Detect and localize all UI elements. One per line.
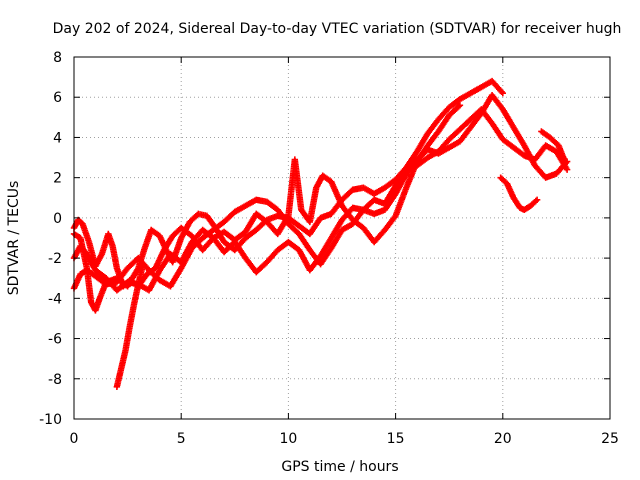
data-point-fill <box>77 218 84 226</box>
data-point-fill <box>229 210 236 218</box>
data-point-fill <box>455 103 462 110</box>
data-point-fill <box>454 104 461 111</box>
grid-lines <box>74 57 610 419</box>
data-point-fill <box>531 199 538 206</box>
data-point-fill <box>561 156 568 164</box>
y-tick-label: -10 <box>39 412 62 428</box>
data-point-fill <box>498 88 505 96</box>
data-point-fill <box>532 197 540 205</box>
data-point-fill <box>563 164 570 172</box>
x-axis-title: GPS time / hours <box>281 459 398 475</box>
data-point-fill <box>293 228 300 235</box>
y-tick-label: -8 <box>48 372 62 388</box>
x-tick-label: 10 <box>279 431 297 447</box>
y-tick-label: -2 <box>48 251 62 267</box>
series-trace-7 <box>538 128 569 165</box>
y-tick-label: -6 <box>48 332 62 348</box>
data-point-fill <box>501 178 508 185</box>
y-tick-label: 2 <box>53 171 62 187</box>
x-tick-label: 0 <box>70 431 79 447</box>
y-tick-label: 6 <box>53 90 62 106</box>
x-tick-label: 5 <box>177 431 186 447</box>
data-point-fill <box>74 233 82 240</box>
data-point-fill <box>113 263 120 270</box>
data-point-fill <box>95 296 103 304</box>
data-point-fill <box>454 128 461 135</box>
data-point-fill <box>347 188 354 196</box>
y-tick-label: -4 <box>48 291 62 307</box>
series-trace-6 <box>497 174 541 214</box>
data-point-fill <box>402 186 409 193</box>
y-tick-label: 0 <box>53 211 62 227</box>
data-point-fill <box>87 297 95 304</box>
data-point-fill <box>141 246 148 253</box>
data-point-fill <box>123 279 131 286</box>
data-point-fill <box>297 204 305 212</box>
data-point-fill <box>524 204 532 211</box>
series-trace-4 <box>70 102 464 290</box>
y-tick-label: 4 <box>53 130 62 146</box>
data-point-fill <box>192 212 200 220</box>
x-tick-label: 15 <box>387 431 405 447</box>
plot-frame <box>73 56 611 420</box>
x-tick-label: 20 <box>494 431 512 447</box>
data-point-fill <box>465 118 472 125</box>
data-point-fill <box>368 198 375 206</box>
axis-ticks: 0 5 10 15 20 25 -10 -8 -6 -4 -2 0 2 4 6 8 <box>39 50 619 447</box>
series-trace-5 <box>113 262 146 391</box>
data-point-fill <box>261 261 268 268</box>
data-point-fill <box>552 139 560 147</box>
x-tick-label: 25 <box>601 431 619 447</box>
data-point-fill <box>108 241 116 248</box>
data-point-fill <box>139 264 146 272</box>
y-tick-label: 8 <box>53 50 62 66</box>
series-trace-2 <box>70 92 571 292</box>
data-point-fill <box>85 237 92 244</box>
chart-title: Day 202 of 2024, Sidereal Day-to-day VTE… <box>53 21 622 37</box>
y-axis-title: SDTVAR / TECUs <box>6 181 22 296</box>
data-markers <box>70 77 571 391</box>
data-point-fill <box>284 214 291 221</box>
data-point-fill <box>312 186 320 193</box>
